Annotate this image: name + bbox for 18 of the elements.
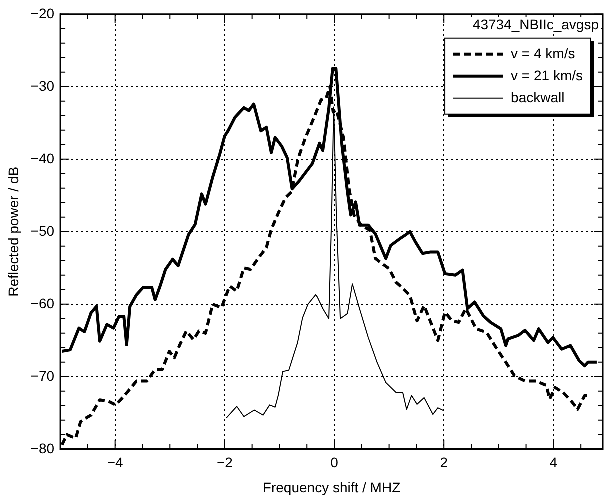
- y-tick-label: −40: [30, 150, 55, 166]
- x-tick-label: 4: [550, 454, 558, 471]
- y-tick-label: −30: [30, 78, 55, 94]
- x-tick-label: −4: [107, 454, 124, 471]
- x-tick-label: −2: [216, 454, 234, 471]
- y-tick-label: −60: [30, 295, 55, 312]
- legend-label: backwall: [511, 89, 565, 106]
- x-tick-label: 2: [440, 454, 448, 471]
- y-tick-label: −80: [30, 440, 55, 456]
- x-axis-title: Frequency shift / MHZ: [262, 479, 402, 496]
- annotation: 43734_NBIIc_avgsp: [472, 16, 600, 32]
- y-tick-label: −70: [30, 368, 55, 384]
- legend-label: v = 4 km/s: [511, 45, 576, 62]
- legend-label: v = 21 km/s: [511, 67, 583, 84]
- x-tick-label: 0: [330, 454, 339, 471]
- y-tick-label: −50: [30, 222, 55, 239]
- y-axis-title: Reflected power / dB: [5, 166, 22, 297]
- y-tick-label: −20: [30, 5, 55, 22]
